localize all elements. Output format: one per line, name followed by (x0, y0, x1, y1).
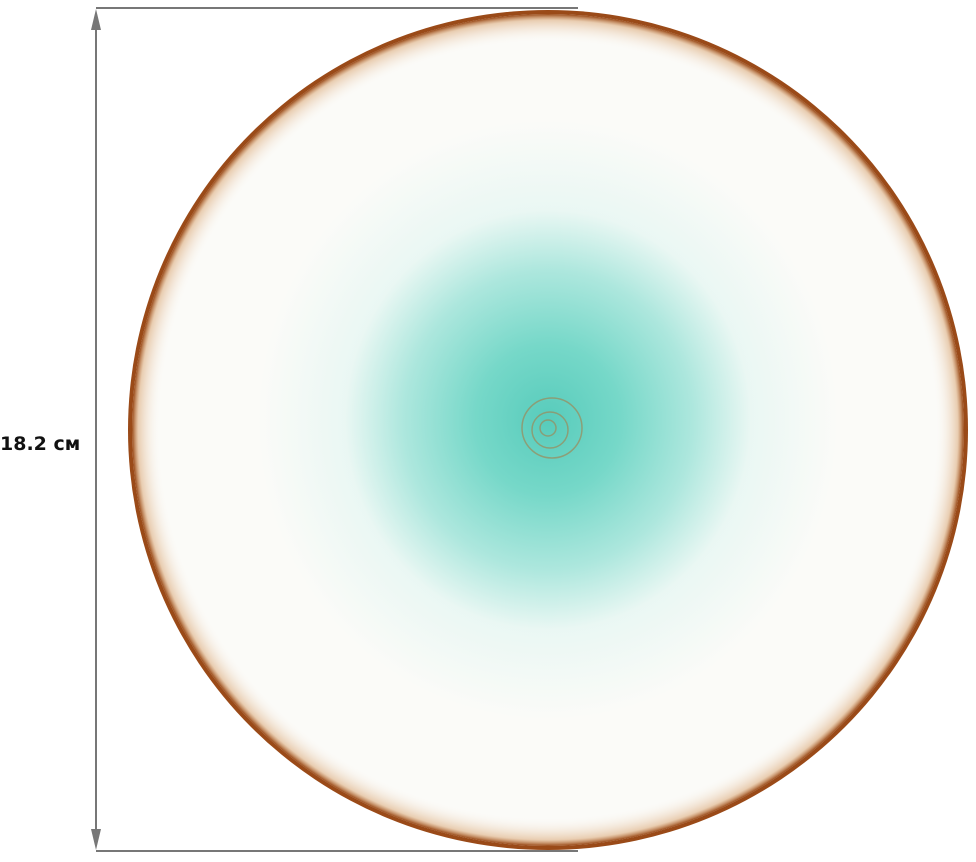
plate (128, 10, 968, 850)
center-swirl (521, 397, 583, 459)
arrow-down-icon (91, 829, 101, 850)
arrow-up-icon (91, 9, 101, 30)
dimension-line (91, 7, 578, 852)
dimension-label: 18.2 см (0, 433, 81, 455)
